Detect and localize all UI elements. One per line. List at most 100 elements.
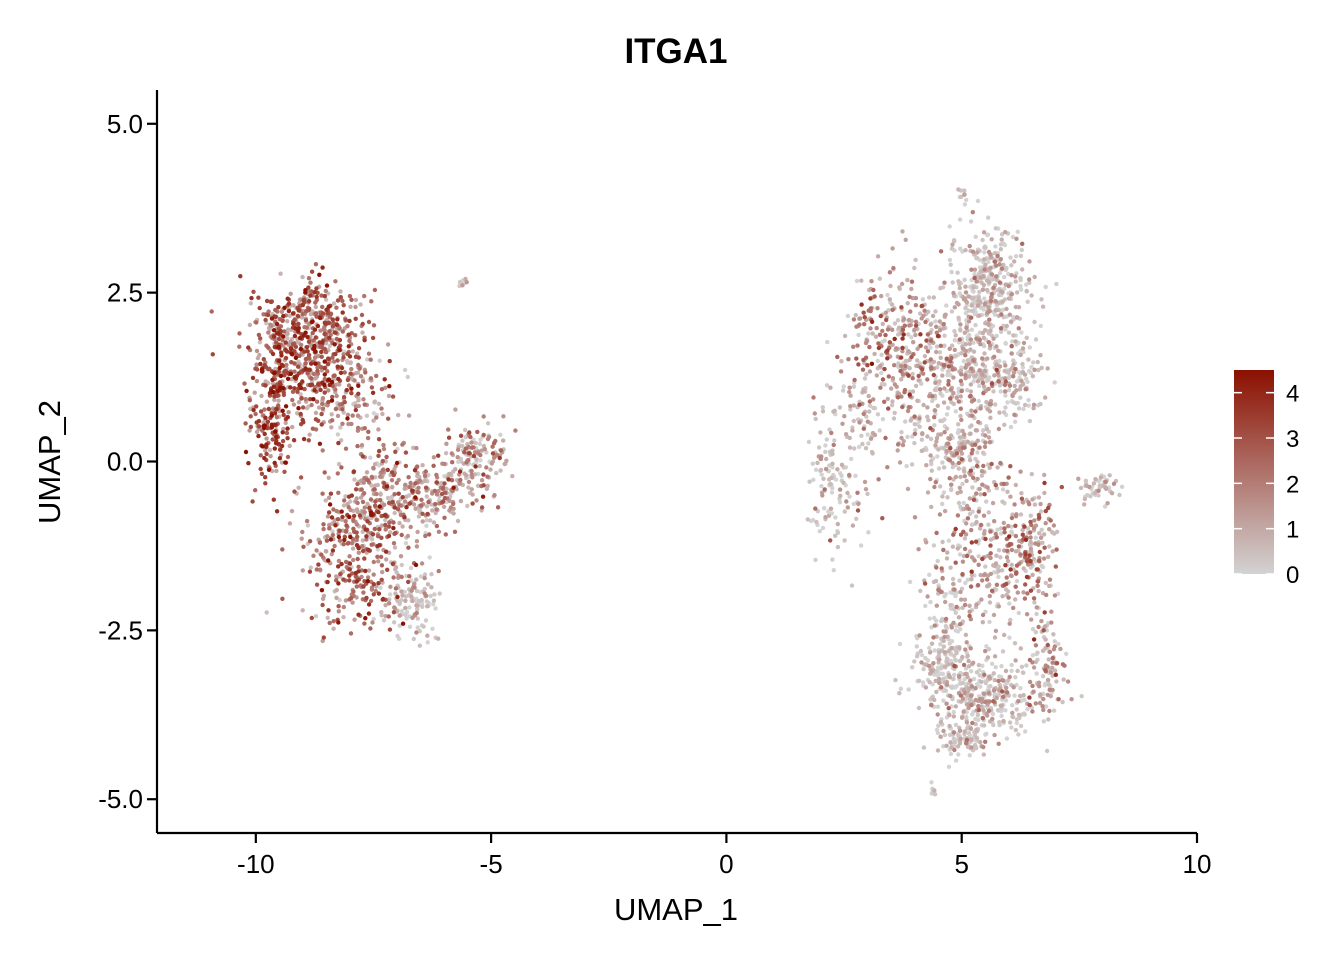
cell-point — [862, 315, 867, 320]
cell-point — [988, 265, 993, 270]
cell-point — [1020, 361, 1025, 367]
cell-point — [998, 389, 1003, 394]
cell-point — [986, 647, 992, 652]
cell-point — [937, 676, 942, 682]
cell-point — [489, 461, 494, 466]
cell-point — [484, 486, 490, 491]
cell-point — [325, 311, 330, 316]
cell-point — [286, 308, 292, 314]
cell-point — [350, 413, 355, 418]
cell-point — [307, 432, 312, 437]
cell-point — [1003, 668, 1009, 674]
cell-point — [932, 792, 938, 797]
cell-point — [1018, 469, 1023, 474]
cell-point — [386, 500, 392, 506]
cell-point — [1012, 412, 1017, 417]
cell-point — [434, 480, 440, 485]
cell-point — [977, 696, 983, 702]
cell-point — [364, 470, 370, 475]
cell-point — [420, 463, 425, 468]
cell-point — [1031, 596, 1037, 601]
cell-point — [996, 692, 1002, 697]
cell-point — [1020, 365, 1026, 370]
cell-point — [340, 310, 345, 315]
cell-point — [969, 267, 974, 272]
cell-point — [1038, 401, 1043, 407]
cell-point — [1037, 531, 1042, 536]
cell-point — [1048, 670, 1054, 675]
cell-point — [953, 658, 958, 663]
cell-point — [916, 678, 922, 683]
cell-point — [974, 491, 979, 496]
cell-point — [440, 499, 446, 504]
cell-point — [321, 311, 326, 316]
cell-point — [938, 589, 943, 594]
cell-point — [963, 310, 969, 316]
cell-point — [919, 316, 924, 321]
cell-point — [986, 377, 991, 383]
cell-point — [1004, 685, 1009, 690]
cell-point — [343, 529, 349, 534]
cell-point — [300, 379, 305, 384]
cell-point — [1050, 549, 1055, 554]
cell-point — [424, 523, 429, 528]
cell-point — [948, 740, 953, 745]
cell-point — [397, 520, 402, 526]
cell-point — [865, 491, 870, 497]
cell-point — [948, 433, 954, 438]
cell-point — [1018, 723, 1024, 729]
cell-point — [981, 384, 987, 389]
cell-point — [996, 564, 1001, 569]
cell-point — [929, 641, 935, 646]
cell-point — [413, 481, 418, 486]
cell-point — [835, 467, 840, 472]
cell-point — [414, 544, 420, 549]
cell-point — [841, 480, 846, 485]
cell-point — [877, 332, 883, 337]
cell-point — [263, 317, 268, 323]
cell-point — [303, 361, 308, 366]
cell-point — [1022, 524, 1027, 529]
cell-point — [326, 510, 332, 515]
cell-point — [352, 378, 357, 383]
cell-point — [824, 456, 829, 462]
cell-point — [373, 483, 378, 488]
cell-point — [871, 405, 876, 411]
cell-point — [1006, 330, 1012, 335]
cell-point — [963, 647, 968, 652]
cell-point — [915, 636, 920, 641]
cell-point — [423, 485, 429, 490]
cell-point — [338, 289, 343, 294]
cell-point — [933, 309, 938, 314]
cell-point — [371, 418, 376, 423]
cell-point — [368, 357, 373, 362]
cell-point — [978, 275, 983, 280]
cell-point — [347, 514, 352, 520]
cell-point — [966, 308, 972, 313]
cell-point — [929, 625, 934, 630]
cell-point — [993, 665, 998, 670]
cell-point — [353, 407, 358, 413]
cell-point — [322, 382, 327, 388]
cell-point — [313, 417, 319, 422]
cell-point — [367, 505, 372, 511]
cell-point — [1022, 596, 1028, 601]
cell-point — [440, 486, 445, 491]
cell-point — [317, 272, 322, 277]
cell-point — [349, 366, 354, 372]
cell-point — [474, 457, 479, 462]
cell-point — [928, 357, 933, 362]
cell-point — [816, 445, 822, 450]
cell-point — [360, 379, 366, 384]
cell-point — [363, 568, 368, 574]
cell-point — [1069, 697, 1074, 702]
cell-point — [290, 389, 296, 394]
cell-point — [941, 465, 947, 470]
cell-point — [331, 626, 336, 631]
cell-point — [971, 285, 976, 290]
cell-point — [981, 343, 987, 349]
cell-point — [925, 332, 931, 337]
cell-point — [958, 622, 963, 627]
cell-point — [1033, 701, 1039, 706]
cell-point — [336, 461, 342, 467]
